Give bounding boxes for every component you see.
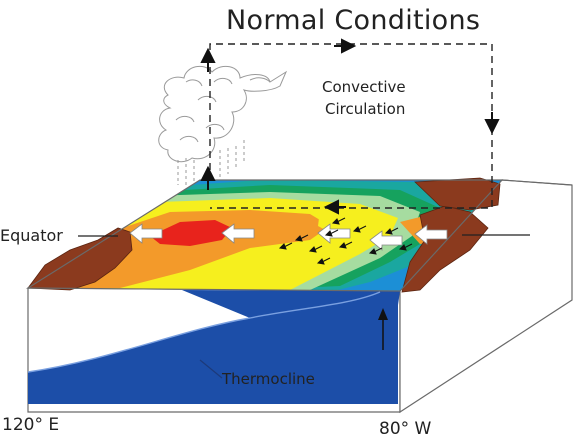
convective-cloud <box>158 65 288 163</box>
longitude-left-label: 120° E <box>2 415 60 435</box>
thermocline-label: Thermocline <box>222 370 315 388</box>
down-arrow <box>484 119 500 135</box>
trade-wind-arrow <box>221 223 255 244</box>
land-west <box>27 227 133 291</box>
upwelling-arrow <box>378 308 388 350</box>
rain-streaks <box>177 140 245 188</box>
cold-deep-water <box>27 290 400 404</box>
land-north-east <box>414 177 501 211</box>
surface-outline <box>25 179 504 292</box>
equator-line <box>78 234 530 237</box>
up-arrow <box>200 165 216 181</box>
circulation-label-line-1: Convective <box>322 78 406 96</box>
up-arrow <box>200 47 216 63</box>
warm-pool <box>150 220 232 246</box>
equator-label: Equator <box>0 226 63 245</box>
convective-circulation-loop <box>209 43 493 209</box>
trade-wind-arrow <box>414 224 448 245</box>
west-arrow <box>323 199 339 215</box>
trade-wind-arrow <box>317 223 351 244</box>
longitude-right-label: 80° W <box>379 419 432 439</box>
diagram-title: Normal Conditions <box>226 5 481 36</box>
trade-wind-arrow <box>369 230 403 251</box>
thermocline-line <box>27 291 381 373</box>
circulation-label-line-2: Circulation <box>325 100 406 118</box>
trade-wind-arrow <box>129 223 163 244</box>
trade-winds <box>129 223 448 251</box>
circulation-arrows <box>200 38 500 215</box>
east-arrow <box>341 38 357 54</box>
surface-current-arrows <box>278 217 413 265</box>
thermocline-pointer <box>199 359 223 379</box>
